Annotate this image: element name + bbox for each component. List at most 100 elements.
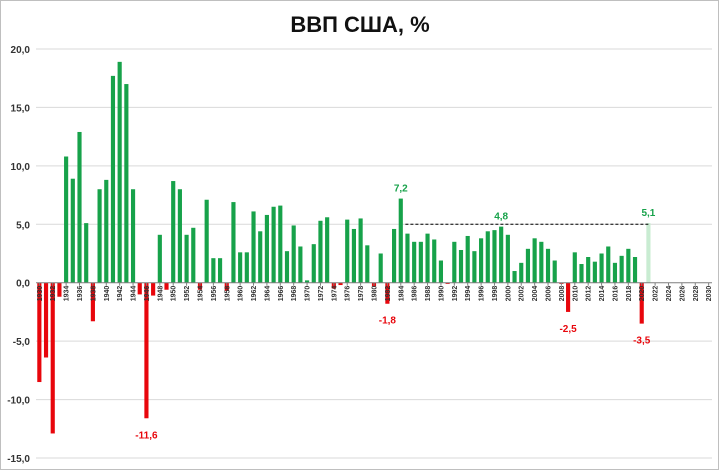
bar-2020 — [639, 282, 644, 324]
x-tick-label: 1982 — [385, 286, 392, 302]
bar-1969 — [298, 246, 303, 283]
bar-1960 — [238, 252, 243, 283]
x-tick-label: 1942 — [117, 286, 124, 302]
bar-1985 — [405, 233, 410, 283]
bar-2003 — [525, 248, 531, 283]
x-tick-label: 1984 — [398, 286, 405, 302]
x-tick-label: 2002 — [519, 286, 526, 302]
bar-1938 — [90, 282, 95, 322]
bar-1948 — [157, 234, 162, 283]
bar-1998 — [492, 230, 497, 283]
bar-1992 — [452, 241, 457, 283]
x-tick-label: 1986 — [412, 286, 419, 302]
bar-1988 — [425, 233, 430, 283]
x-tick-label: 1954 — [197, 286, 204, 302]
bar-2010 — [572, 252, 577, 283]
x-tick-label: 1960 — [238, 286, 245, 302]
bar-1946 — [144, 282, 149, 419]
x-tick-label: 2014 — [599, 286, 606, 302]
x-tick-label: 2006 — [546, 286, 553, 302]
bar-2014 — [599, 253, 604, 283]
y-tick-label: -10,0 — [7, 396, 30, 407]
bar-2021 — [646, 223, 651, 283]
bar-2017 — [619, 255, 624, 283]
bar-1968 — [291, 225, 296, 283]
x-tick-label: 2012 — [586, 286, 593, 302]
bar-1995 — [472, 251, 477, 283]
bar-1936 — [77, 131, 82, 283]
bar-1935 — [70, 178, 75, 283]
bar-1965 — [271, 206, 276, 283]
x-tick-label: 1976 — [345, 286, 352, 302]
bar-1997 — [485, 231, 490, 283]
bar-2002 — [519, 262, 524, 283]
x-tick-label: 2018 — [626, 286, 633, 302]
data-label-2021: 5,1 — [641, 208, 655, 219]
bar-1963 — [258, 231, 263, 283]
x-tick-label: 2004 — [532, 286, 539, 302]
bar-1953 — [191, 227, 196, 283]
bar-1959 — [231, 202, 236, 283]
x-tick-label: 1932 — [50, 286, 57, 302]
bar-1951 — [177, 189, 182, 283]
bar-1932 — [50, 282, 55, 434]
bar-1961 — [244, 252, 249, 283]
bar-1943 — [124, 84, 129, 283]
x-tick-label: 1980 — [372, 286, 379, 302]
data-label-1946: -11,6 — [135, 430, 158, 441]
bar-1982 — [385, 282, 390, 304]
bar-1964 — [264, 214, 269, 283]
data-label-1999: 4,8 — [494, 212, 508, 223]
bar-1954 — [197, 282, 203, 290]
bar-1999 — [499, 226, 504, 283]
bar-1970 — [304, 280, 310, 283]
x-tick-label: 1930 — [37, 286, 44, 302]
bar-1941 — [110, 75, 116, 283]
axes: -15,0 -10,0 -5,0 0,0 5,0 10,0 15,0 20,0 1930 1932… — [7, 45, 713, 465]
bar-2011 — [579, 264, 584, 283]
bar-1945 — [137, 282, 142, 295]
bar-1937 — [84, 223, 89, 283]
x-tick-label: 1972 — [318, 286, 325, 302]
data-label-2009: -2,5 — [559, 324, 577, 335]
bar-2001 — [512, 271, 517, 283]
bar-1940 — [104, 179, 109, 283]
bar-1939 — [97, 189, 102, 283]
x-tick-label: 1948 — [157, 286, 164, 302]
bar-1971 — [311, 244, 316, 283]
bar-1979 — [365, 245, 370, 283]
x-tick-label: 1936 — [77, 286, 84, 302]
bar-1947 — [151, 282, 156, 296]
bar-1993 — [458, 249, 464, 283]
bar-1957 — [217, 258, 223, 283]
x-tick-label: 1978 — [358, 286, 365, 302]
bar-1931 — [43, 282, 49, 358]
x-tick-label: 1952 — [184, 286, 191, 302]
bar-1989 — [432, 239, 437, 283]
bar-1973 — [325, 217, 330, 283]
bar-2012 — [586, 257, 591, 283]
bar-2018 — [626, 248, 631, 283]
data-label-1984: 7,2 — [394, 184, 408, 195]
x-tick-label: 1988 — [425, 286, 432, 302]
bar-1994 — [465, 235, 470, 283]
y-tick-label: 20,0 — [11, 45, 31, 56]
bar-1975 — [338, 282, 343, 286]
bar-1976 — [345, 219, 350, 283]
bar-1949 — [164, 282, 169, 290]
x-tick-label: 1992 — [452, 286, 459, 302]
bar-2016 — [612, 262, 618, 283]
bar-1996 — [479, 238, 484, 283]
bar-1958 — [224, 282, 229, 291]
bars — [37, 61, 651, 434]
bar-1956 — [211, 258, 216, 283]
y-tick-label: 0,0 — [16, 279, 30, 290]
y-tick-label: 10,0 — [11, 162, 31, 173]
x-tick-label: 2028 — [693, 286, 700, 302]
gridlines — [36, 48, 712, 459]
data-label-1982: -1,8 — [379, 316, 397, 327]
bar-2004 — [532, 238, 537, 283]
bar-1942 — [117, 61, 122, 283]
bar-1981 — [378, 253, 383, 283]
